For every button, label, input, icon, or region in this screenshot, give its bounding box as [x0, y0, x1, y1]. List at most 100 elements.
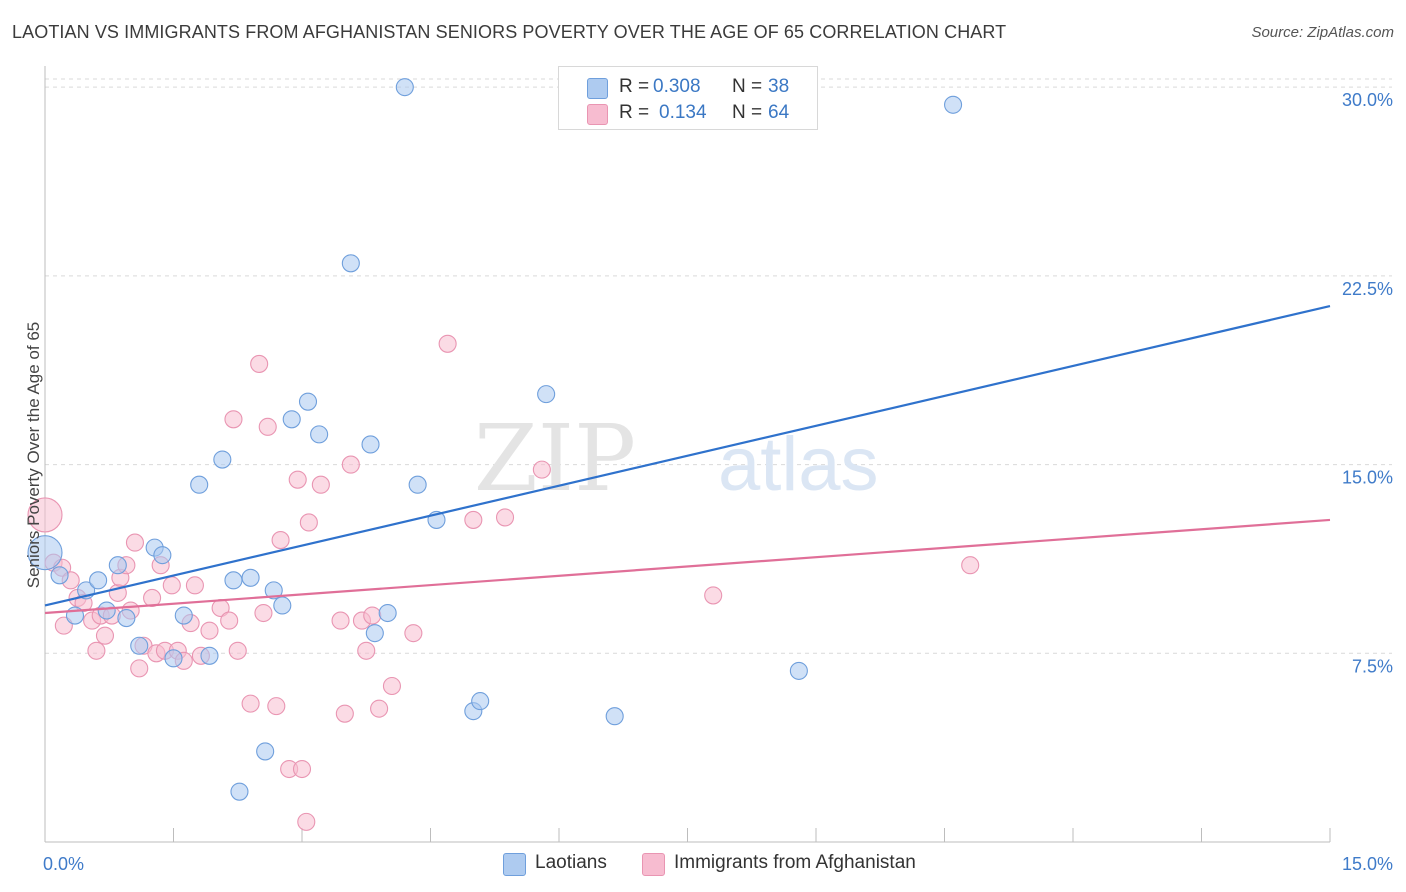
laotians-point: [408, 475, 427, 494]
chart-title: LAOTIAN VS IMMIGRANTS FROM AFGHANISTAN S…: [12, 22, 1007, 42]
laotians-point: [190, 475, 209, 494]
watermark: ZIP atlas: [474, 405, 879, 512]
legend-r-value: 0.134: [659, 102, 707, 123]
laotians-point: [537, 385, 556, 404]
legend-r-value: 0.308: [653, 76, 701, 97]
y-tick-label: 15.0%: [1342, 468, 1393, 488]
laotians-point: [174, 606, 193, 625]
bottom-legend-label-laotians: Laotians: [535, 852, 607, 873]
laotians-point: [164, 649, 183, 668]
bottom-legend-label-afghanistan: Immigrants from Afghanistan: [674, 852, 916, 873]
legend-swatch-afghanistan: [587, 104, 608, 125]
afghanistan-point: [143, 588, 162, 607]
afghanistan-point: [220, 611, 239, 630]
afghanistan-point: [224, 410, 243, 429]
afghanistan-point: [241, 694, 260, 713]
afghanistan-point: [185, 576, 204, 595]
afghanistan-point: [250, 354, 269, 373]
correlation-legend: R = 0.308 N = 38 R = 0.134 N = 64: [558, 66, 818, 130]
afghanistan-point: [464, 510, 483, 529]
afghanistan-point: [27, 497, 63, 533]
afghanistan-point: [495, 508, 515, 527]
laotians-point: [310, 425, 329, 444]
laotians-point: [130, 636, 149, 655]
series-afghanistan-points: [27, 334, 980, 831]
y-axis-label: Seniors Poverty Over the Age of 65: [24, 321, 43, 589]
laotians-point: [213, 450, 232, 469]
laotians-point: [224, 571, 243, 590]
afghanistan-point: [382, 676, 402, 696]
afghanistan-point: [297, 812, 316, 831]
legend-n-value: 38: [768, 76, 790, 97]
legend-r-label: R =: [619, 102, 650, 123]
afghanistan-point: [704, 586, 723, 605]
laotians-point: [378, 603, 397, 623]
laotians-point: [944, 95, 963, 114]
legend-n-label: N =: [732, 76, 763, 97]
afghanistan-point: [125, 533, 144, 552]
source-label: Source: ZipAtlas.com: [1251, 24, 1394, 41]
afghanistan-point: [267, 697, 286, 716]
afghanistan-point: [438, 334, 457, 353]
afghanistan-point: [335, 704, 354, 723]
legend-n-value: 64: [768, 102, 790, 123]
tick-labels: 7.5% 15.0% 22.5% 30.0% 0.0% 15.0%: [43, 90, 1393, 874]
legend-n-label: N =: [732, 102, 763, 123]
afghanistan-point: [292, 759, 312, 779]
laotians-trend-line: [44, 304, 1331, 607]
afghanistan-point: [532, 460, 551, 479]
x-tick-label: 0.0%: [43, 854, 84, 874]
afghanistan-point: [341, 455, 360, 474]
laotians-point: [256, 742, 275, 761]
laotians-point: [361, 435, 380, 454]
laotians-point: [117, 609, 136, 628]
afghanistan-point: [254, 603, 273, 623]
watermark-zip: ZIP: [474, 405, 636, 512]
laotians-point: [89, 571, 108, 590]
trend-lines: [44, 304, 1331, 615]
bottom-legend-swatch-laotians: [503, 853, 526, 876]
laotians-point: [471, 692, 490, 711]
laotians-point: [298, 392, 318, 411]
laotians-point: [230, 782, 249, 801]
laotians-point: [200, 646, 219, 665]
laotians-point: [97, 601, 116, 620]
afghanistan-trend-line: [44, 518, 1331, 615]
laotians-point: [241, 568, 260, 587]
afghanistan-point: [961, 556, 980, 575]
laotians-point: [789, 661, 808, 680]
legend-swatch-laotians: [587, 78, 608, 99]
laotians-point: [108, 556, 127, 575]
laotians-point: [50, 566, 69, 585]
afghanistan-point: [299, 513, 318, 532]
afghanistan-point: [288, 470, 307, 489]
bottom-legend-swatch-afghanistan: [642, 853, 665, 876]
watermark-atlas: atlas: [718, 422, 879, 507]
afghanistan-point: [363, 606, 382, 625]
legend-r-label: R =: [619, 76, 650, 97]
laotians-point: [27, 535, 63, 571]
laotians-point: [605, 707, 624, 726]
afghanistan-point: [404, 624, 423, 643]
laotians-point: [282, 410, 301, 429]
afghanistan-point: [130, 659, 149, 678]
laotians-point: [341, 254, 360, 273]
afghanistan-point: [311, 475, 330, 494]
laotians-point: [264, 581, 283, 600]
series-laotians-points: [27, 78, 963, 801]
laotians-point: [273, 596, 292, 615]
afghanistan-point: [331, 611, 350, 630]
afghanistan-point: [200, 621, 219, 640]
axes: [44, 66, 1331, 843]
y-tick-label: 30.0%: [1342, 90, 1393, 110]
afghanistan-point: [357, 641, 376, 660]
y-tick-label: 22.5%: [1342, 279, 1393, 299]
afghanistan-point: [95, 626, 115, 645]
laotians-point: [153, 546, 172, 565]
laotians-point: [395, 78, 414, 97]
afghanistan-point: [228, 641, 247, 660]
x-tick-label: 15.0%: [1342, 854, 1393, 874]
laotians-point: [365, 624, 384, 643]
afghanistan-point: [258, 417, 277, 436]
